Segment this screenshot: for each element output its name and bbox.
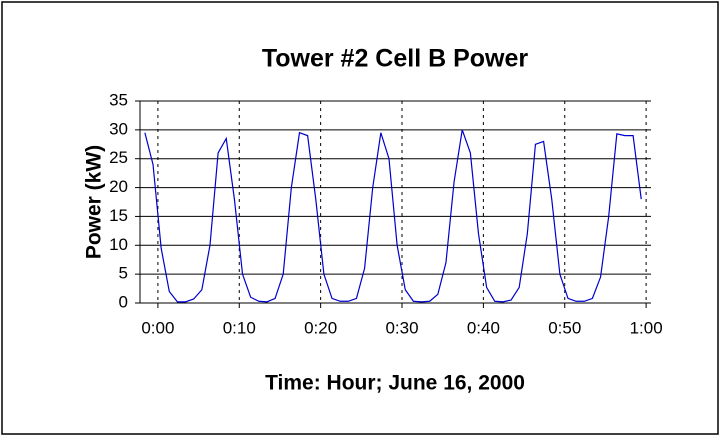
y-tick-label: 25 <box>109 148 128 167</box>
y-tick-label: 20 <box>109 177 128 196</box>
data-line <box>144 129 642 303</box>
chart-title: Tower #2 Cell B Power <box>262 45 529 73</box>
y-tick-label: 35 <box>109 90 128 109</box>
x-tick-label: 0:50 <box>548 318 581 337</box>
y-tick-label: 5 <box>119 264 128 283</box>
x-tick-label: 0:40 <box>467 318 500 337</box>
x-tick-label: 0:10 <box>223 318 256 337</box>
x-axis-label: Time: Hour; June 16, 2000 <box>265 372 525 395</box>
x-tick-label: 1:00 <box>630 318 663 337</box>
y-tick-label: 0 <box>119 292 128 311</box>
y-axis-label: Power (kW) <box>83 145 106 259</box>
y-tick-label: 15 <box>109 206 128 225</box>
y-tick-label: 10 <box>109 235 128 254</box>
x-tick-label: 0:30 <box>385 318 418 337</box>
x-tick-label: 0:20 <box>304 318 337 337</box>
y-tick-label: 30 <box>109 119 128 138</box>
x-tick-label: 0:00 <box>141 318 174 337</box>
